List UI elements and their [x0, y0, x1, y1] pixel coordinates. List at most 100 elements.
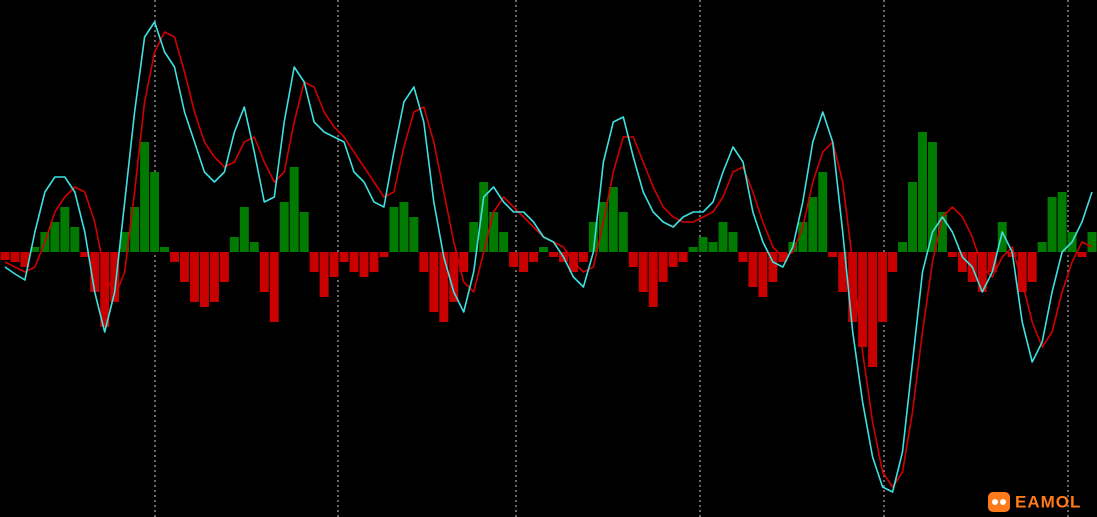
histogram-bar — [698, 237, 708, 252]
histogram-bar — [30, 247, 40, 252]
histogram-bar — [638, 252, 648, 292]
histogram-bar — [758, 252, 768, 297]
histogram-bar — [917, 132, 927, 252]
histogram-bar — [239, 207, 249, 252]
histogram-bar — [439, 252, 449, 322]
histogram-bar — [319, 252, 329, 297]
histogram-bar — [269, 252, 279, 322]
histogram-bar — [329, 252, 339, 277]
histogram-bar — [808, 197, 818, 252]
histogram-bar — [1087, 232, 1097, 252]
histogram-bar — [678, 252, 688, 262]
histogram-bar — [1047, 197, 1057, 252]
histogram-bar — [10, 252, 20, 262]
histogram-bar — [199, 252, 209, 307]
histogram-bar — [289, 167, 299, 252]
histogram-bar — [1057, 192, 1067, 252]
histogram-bar — [219, 252, 229, 282]
histogram-bar — [798, 222, 808, 252]
histogram-bar — [209, 252, 219, 302]
histogram-bar — [50, 222, 60, 252]
histogram-bar — [90, 252, 100, 292]
histogram-bar — [409, 217, 419, 252]
histogram-bar — [818, 172, 828, 252]
histogram-bar — [110, 252, 120, 302]
histogram-bar — [987, 252, 997, 272]
histogram-bar — [509, 252, 519, 267]
histogram-bar — [150, 172, 160, 252]
histogram-bar — [838, 252, 848, 292]
histogram-bar — [100, 252, 110, 327]
histogram-bar — [479, 182, 489, 252]
histogram-bar — [369, 252, 379, 272]
histogram-bar — [449, 252, 459, 302]
histogram-bar — [140, 142, 150, 252]
histogram-bar — [1037, 242, 1047, 252]
histogram-bar — [688, 247, 698, 252]
histogram-bar — [957, 252, 967, 272]
histogram-bar — [927, 142, 937, 252]
histogram-bar — [898, 242, 908, 252]
histogram-bar — [1027, 252, 1037, 282]
histogram-bar — [768, 252, 778, 282]
histogram-bar — [947, 252, 957, 257]
histogram-bar — [628, 252, 638, 267]
logo-icon — [988, 492, 1010, 512]
histogram-bar — [339, 252, 349, 262]
histogram-bar — [828, 252, 838, 257]
histogram-bar — [708, 242, 718, 252]
histogram-bar — [548, 252, 558, 257]
histogram-bar — [419, 252, 429, 272]
histogram-bar — [888, 252, 898, 272]
logo: EAMOL — [988, 492, 1080, 512]
histogram-bar — [429, 252, 439, 312]
histogram-bar — [539, 247, 549, 252]
histogram-bar — [459, 252, 469, 272]
histogram-bar — [80, 252, 90, 257]
histogram-bar — [868, 252, 878, 367]
histogram-bar — [120, 232, 130, 252]
histogram-bar — [588, 222, 598, 252]
histogram-bar — [848, 252, 858, 322]
histogram-bar — [1017, 252, 1027, 292]
histogram-bar — [489, 212, 499, 252]
histogram-bar — [519, 252, 529, 272]
histogram-bar — [748, 252, 758, 287]
histogram-bar — [937, 212, 947, 252]
histogram-bar — [529, 252, 539, 262]
histogram-bar — [249, 242, 259, 252]
histogram-bar — [469, 222, 479, 252]
histogram-bar — [997, 222, 1007, 252]
histogram-bar — [1077, 252, 1087, 257]
histogram-bar — [648, 252, 658, 307]
histogram-bar — [70, 227, 80, 252]
histogram-bar — [668, 252, 678, 267]
histogram-bar — [738, 252, 748, 262]
histogram-bar — [349, 252, 359, 272]
histogram-bar — [0, 252, 10, 260]
histogram-bar — [160, 247, 170, 252]
histogram-bar — [499, 232, 509, 252]
histogram-bar — [718, 222, 728, 252]
histogram-bar — [977, 252, 987, 292]
plot — [0, 21, 1097, 493]
histogram-bar — [180, 252, 189, 282]
logo-eye — [992, 499, 998, 505]
histogram-bar — [578, 252, 588, 262]
separators — [154, 0, 1069, 517]
histogram-bar — [299, 212, 309, 252]
histogram-bar — [259, 252, 269, 292]
histogram-bar — [908, 182, 917, 252]
histogram-bar — [728, 232, 738, 252]
histogram-bar — [858, 252, 868, 347]
histogram-bar — [399, 202, 409, 252]
histogram-bar — [598, 202, 608, 252]
histogram-bar — [389, 207, 399, 252]
logo-eye — [1000, 499, 1006, 505]
histogram-bar — [189, 252, 199, 302]
histogram-bar — [878, 252, 888, 322]
histogram-bar — [130, 207, 140, 252]
